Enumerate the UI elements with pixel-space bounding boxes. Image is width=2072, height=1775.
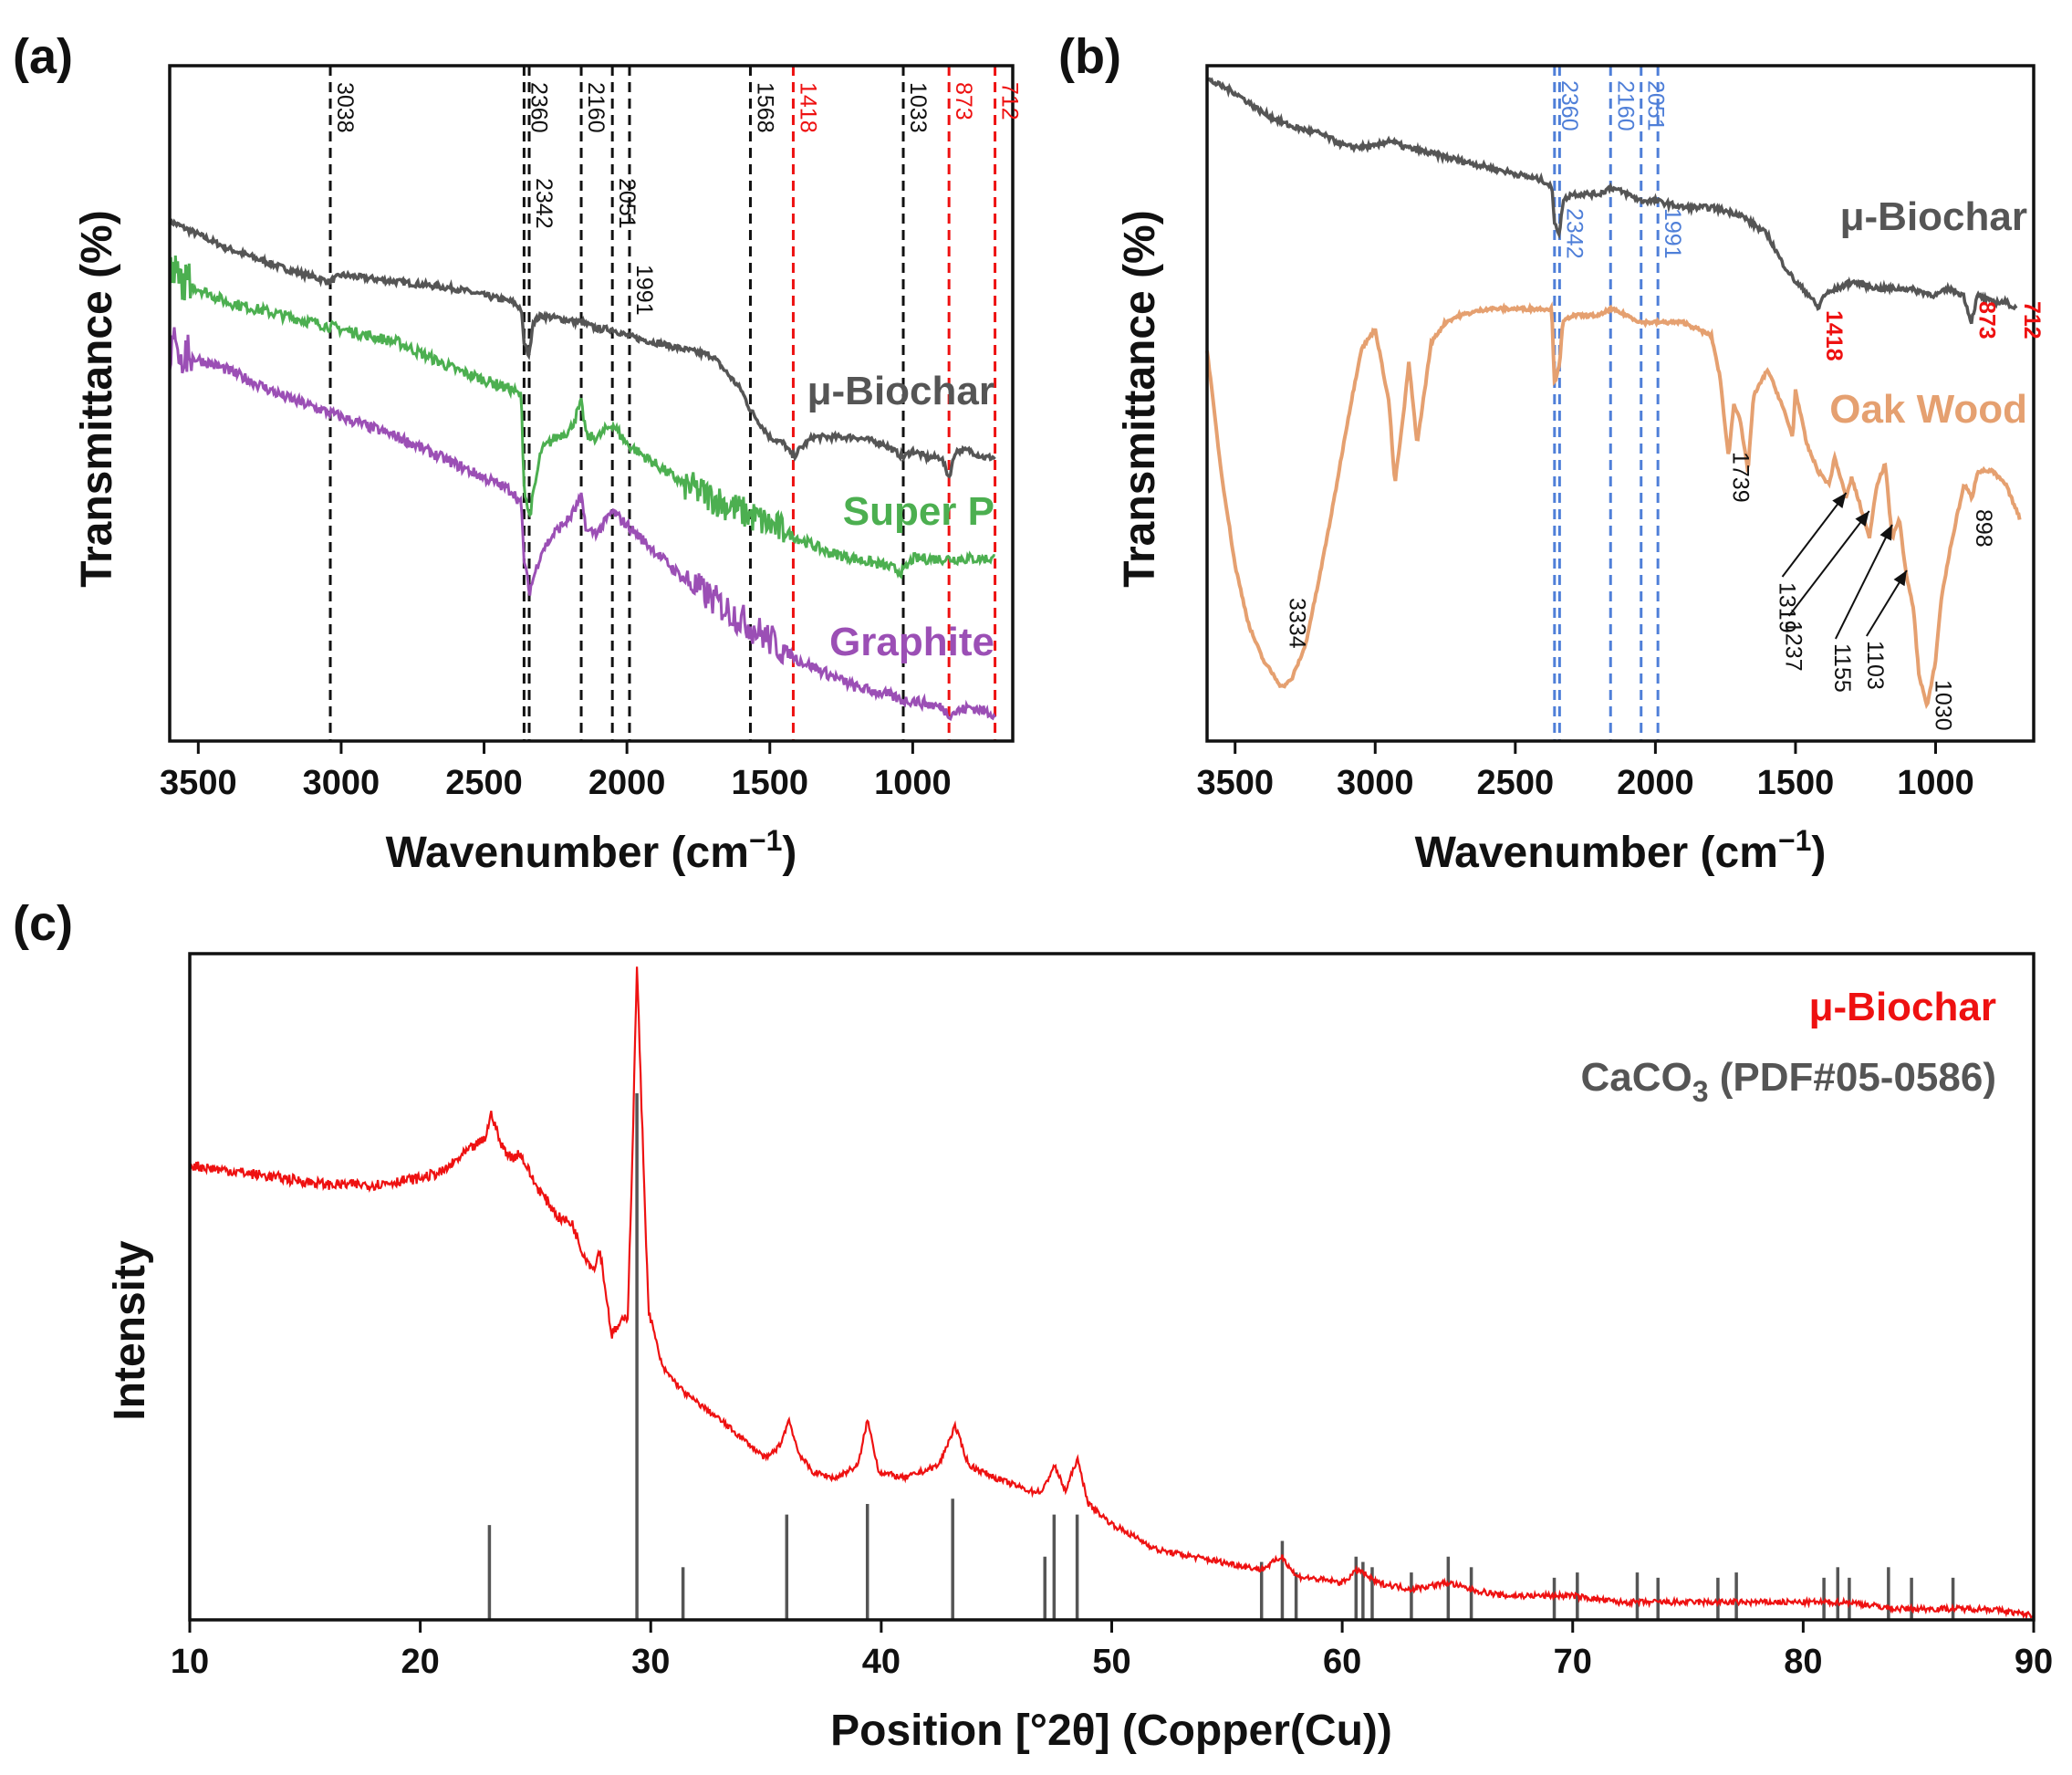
panel-b-peak-markers [1553, 66, 1660, 741]
panel-b-series [1205, 77, 2022, 710]
a-tick-label-2000: 2000 [588, 764, 666, 802]
panel-c-reference-sticks [487, 1093, 1955, 1620]
c-series-biochar [188, 966, 2034, 1621]
panel-b-peak-labels: 2360 2342 2160 2051 1991 1418 873 712 3334 1739 89… [1285, 80, 2045, 731]
panel-a: (a) Transmittance (%) 3500 3000 2500 2000 15… [13, 29, 1023, 877]
panel-a-frame [168, 64, 1015, 743]
b-oak-label-898: 898 [1971, 509, 1996, 548]
b-peak-label-2051: 2051 [1643, 80, 1669, 131]
legend-oak-wood: Oak Wood [1829, 387, 2027, 432]
panel-c-label: (c) [13, 896, 73, 951]
a-tick-label-1500: 1500 [731, 764, 808, 802]
b-arrow-line-1155 [1835, 524, 1893, 640]
a-peak-label-3038: 3038 [332, 82, 358, 133]
a-peak-label-1991: 1991 [631, 265, 657, 316]
b-tick-label-3500: 3500 [1196, 764, 1274, 802]
c-tick-label-70: 70 [1554, 1643, 1592, 1681]
a-tick-label-3000: 3000 [303, 764, 380, 802]
a-peak-label-2342: 2342 [531, 178, 557, 229]
legend-xrd-biochar: μ-Biochar [1809, 985, 1996, 1029]
b-red-label-1418: 1418 [1821, 310, 1847, 361]
b-tick-label-2000: 2000 [1617, 764, 1694, 802]
b-peak-label-1991: 1991 [1660, 208, 1685, 259]
a-peak-label-2160: 2160 [583, 82, 609, 133]
panel-c-xlabel: Position [°2θ] (Copper(Cu)) [830, 1707, 1392, 1755]
a-peak-label-1033: 1033 [905, 82, 931, 133]
legend-biochar: μ-Biochar [807, 369, 994, 413]
b-tick-label-1000: 1000 [1897, 764, 1974, 802]
c-tick-label-60: 60 [1323, 1643, 1361, 1681]
c-tick-label-20: 20 [401, 1643, 439, 1681]
c-tick-label-80: 80 [1784, 1643, 1822, 1681]
b-red-label-712: 712 [2019, 301, 2045, 339]
panel-c: (c) Intensity 10 20 30 40 50 60 70 80 90 μ-Bioch… [13, 896, 2053, 1755]
a-peak-label-712: 712 [997, 82, 1023, 120]
a-peak-label-2360: 2360 [526, 82, 551, 133]
panel-a-xlabel: Wavenumber (cm−1) [386, 824, 797, 877]
panel-c-ylabel: Intensity [106, 1240, 154, 1421]
b-tick-label-1500: 1500 [1757, 764, 1835, 802]
c-tick-label-90: 90 [2015, 1643, 2053, 1681]
a-tick-label-2500: 2500 [445, 764, 523, 802]
b-oak-label-1030: 1030 [1930, 680, 1955, 731]
c-tick-label-30: 30 [631, 1643, 670, 1681]
b-red-label-873: 873 [1974, 301, 2000, 339]
b-arrow-head-1319 [1832, 493, 1847, 508]
a-peak-label-2051: 2051 [614, 178, 640, 229]
b-arrow-line-1319 [1781, 492, 1848, 578]
panel-a-x-ticks: 3500 3000 2500 2000 1500 1000 [160, 741, 952, 802]
b-oak-label-1155: 1155 [1829, 643, 1855, 693]
panel-c-x-ticks: 10 20 30 40 50 60 70 80 90 [171, 1620, 2053, 1681]
panel-b-ylabel: Transmittance (%) [1116, 210, 1164, 587]
b-arrow-head-1237 [1855, 511, 1869, 527]
b-oak-label-1237: 1237 [1781, 621, 1806, 672]
a-peak-label-1568: 1568 [752, 82, 777, 133]
panel-a-ylabel: Transmittance (%) [73, 210, 121, 587]
legend-graphite: Graphite [829, 620, 994, 664]
panel-c-series [188, 966, 2034, 1621]
c-tick-label-40: 40 [862, 1643, 901, 1681]
legend-super-p: Super P [843, 489, 994, 534]
a-tick-label-1000: 1000 [874, 764, 952, 802]
b-series-oak-wood [1205, 301, 2022, 710]
b-series-biochar [1206, 77, 2018, 325]
legend-biochar-b: μ-Biochar [1840, 194, 2027, 239]
c-tick-label-10: 10 [171, 1643, 209, 1681]
panel-b-frame [1205, 64, 2036, 743]
b-arrow-head-1103 [1893, 570, 1907, 587]
panel-b-xlabel: Wavenumber (cm−1) [1415, 824, 1827, 877]
b-arrow-head-1155 [1879, 525, 1892, 541]
b-tick-label-2500: 2500 [1477, 764, 1555, 802]
panel-a-label: (a) [13, 29, 73, 84]
b-oak-label-1103: 1103 [1862, 641, 1888, 690]
a-tick-label-3500: 3500 [160, 764, 237, 802]
b-oak-label-3334: 3334 [1285, 598, 1310, 649]
b-peak-label-2360: 2360 [1557, 80, 1582, 131]
panel-b-arrows [1781, 492, 1908, 640]
a-series-super-p [168, 256, 995, 580]
panel-c-frame [188, 952, 2036, 1622]
b-peak-label-2342: 2342 [1561, 208, 1587, 259]
a-peak-label-873: 873 [951, 82, 976, 120]
c-tick-label-50: 50 [1092, 1643, 1130, 1681]
a-series-biochar [168, 218, 996, 479]
b-tick-label-3000: 3000 [1337, 764, 1414, 802]
panel-b-label: (b) [1058, 29, 1121, 84]
b-arrow-line-1237 [1787, 510, 1870, 617]
a-peak-label-1418: 1418 [795, 82, 820, 133]
b-oak-label-1739: 1739 [1728, 452, 1754, 503]
b-peak-label-2160: 2160 [1612, 80, 1638, 131]
panel-a-series [168, 218, 996, 722]
panel-b-x-ticks: 3500 3000 2500 2000 1500 1000 [1196, 741, 1974, 802]
legend-caco3: CaCO3 (PDF#05-0586) [1580, 1055, 1996, 1108]
a-series-graphite [168, 327, 996, 722]
panel-b: (b) Transmittance (%) 3500 3000 2500 2000 15… [1058, 29, 2045, 877]
panel-a-peak-labels: 3038 2360 2342 2160 2051 1991 1568 1418 1033 873 7… [332, 82, 1023, 316]
